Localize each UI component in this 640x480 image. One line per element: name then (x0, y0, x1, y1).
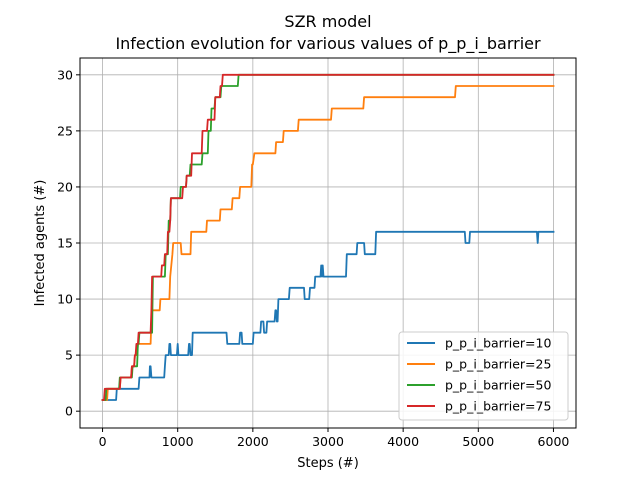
legend-label-2: p_p_i_barrier=25 (445, 357, 551, 372)
legend-box (398, 331, 569, 421)
axis-ticks: 0 1000 2000 3000 4000 5000 6000 0 5 10 15 20 25 30 (57, 67, 569, 449)
y-tick-label: 30 (57, 67, 73, 82)
x-tick-label: 6000 (538, 434, 570, 449)
series-lines (101, 73, 555, 401)
series-line-1 (101, 230, 555, 401)
y-tick-label: 25 (57, 123, 73, 138)
y-tick-label: 15 (57, 236, 73, 251)
x-tick-label: 1000 (162, 434, 194, 449)
x-tick-label: 2000 (237, 434, 269, 449)
legend: p_p_i_barrier=10 p_p_i_barrier=25 p_p_i_ba… (398, 331, 569, 421)
x-tick-label: 3000 (312, 434, 344, 449)
legend-label-1: p_p_i_barrier=10 (445, 336, 551, 351)
y-tick-label: 0 (65, 404, 73, 419)
x-tick-label: 5000 (462, 434, 494, 449)
x-tick-label: 0 (99, 434, 107, 449)
legend-label-4: p_p_i_barrier=75 (445, 399, 551, 414)
x-tick-label: 4000 (387, 434, 419, 449)
chart-title: SZR model (284, 12, 371, 31)
y-tick-label: 10 (57, 292, 73, 307)
legend-label-3: p_p_i_barrier=50 (445, 378, 551, 393)
chart-subtitle: Infection evolution for various values o… (115, 34, 541, 54)
y-tick-label: 5 (65, 348, 73, 363)
y-axis-label: Infected agents (#) (33, 180, 48, 307)
series-line-4 (101, 73, 555, 401)
x-axis-label: Steps (#) (297, 456, 359, 471)
y-tick-label: 20 (57, 179, 73, 194)
